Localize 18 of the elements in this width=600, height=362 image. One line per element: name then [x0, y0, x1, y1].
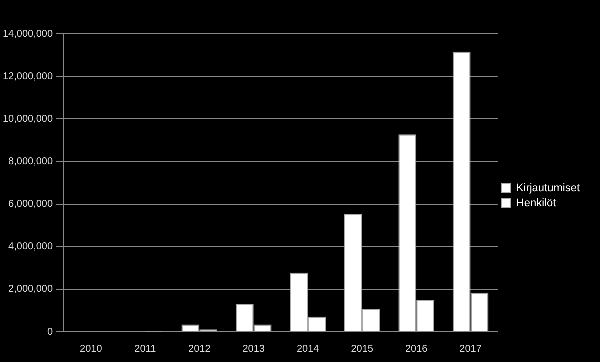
legend-label: Henkilöt [516, 198, 556, 210]
x-tick-label: 2015 [351, 344, 374, 355]
x-tick-label: 2010 [80, 344, 103, 355]
x-tick-label: 2013 [242, 344, 266, 355]
y-tick-label: 6,000,000 [8, 199, 54, 210]
x-tick-label: 2014 [296, 344, 320, 355]
y-tick-label: 14,000,000 [2, 28, 54, 40]
y-tick-label: 8,000,000 [8, 156, 54, 168]
y-tick-label: 0 [47, 326, 54, 338]
legend-label: Kirjautumiset [516, 182, 580, 195]
y-tick-label: 4,000,000 [8, 242, 54, 253]
x-tick-label: 2012 [188, 344, 212, 355]
x-tick-label: 2011 [134, 344, 157, 355]
y-tick-label: 2,000,000 [8, 284, 54, 296]
x-tick-label: 2017 [460, 344, 482, 355]
x-tick-label: 2016 [405, 344, 428, 355]
y-tick-label: 10,000,000 [2, 114, 54, 125]
y-tick-label: 12,000,000 [2, 71, 54, 82]
